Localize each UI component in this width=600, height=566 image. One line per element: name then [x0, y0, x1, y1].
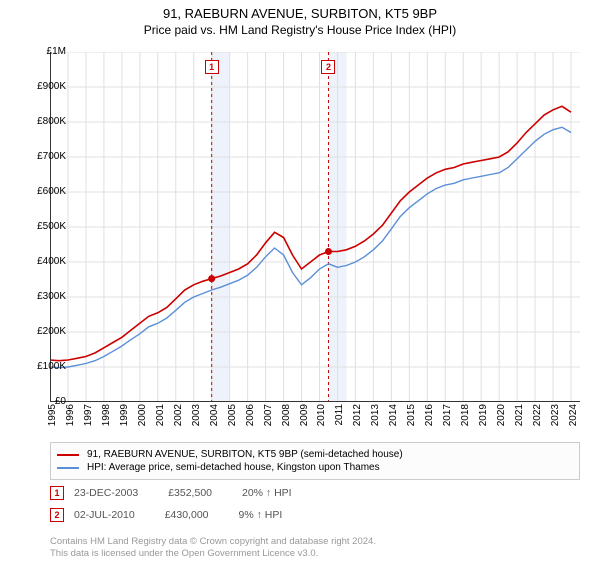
sale-price-1: £352,500	[168, 487, 212, 499]
x-tick-label: 1999	[119, 404, 130, 434]
x-tick-label: 2008	[281, 404, 292, 434]
x-tick-label: 2010	[316, 404, 327, 434]
sale-row-2: 2 02-JUL-2010 £430,000 9% ↑ HPI	[50, 508, 282, 522]
y-tick-label: £500K	[20, 221, 66, 232]
sale-price-2: £430,000	[165, 509, 209, 521]
x-tick-label: 2011	[334, 404, 345, 434]
sale-marker-1-icon: 1	[50, 486, 64, 500]
y-tick-label: £1M	[20, 46, 66, 57]
legend-box: 91, RAEBURN AVENUE, SURBITON, KT5 9BP (s…	[50, 442, 580, 480]
x-tick-label: 2013	[370, 404, 381, 434]
legend-label-price-paid: 91, RAEBURN AVENUE, SURBITON, KT5 9BP (s…	[87, 449, 403, 460]
x-tick-label: 2019	[478, 404, 489, 434]
legend-swatch-hpi	[57, 467, 79, 469]
sale-marker-1-flag: 1	[205, 60, 219, 74]
footer-line-1: Contains HM Land Registry data © Crown c…	[50, 536, 376, 548]
chart-container: 91, RAEBURN AVENUE, SURBITON, KT5 9BP Pr…	[0, 6, 600, 566]
x-tick-label: 2004	[209, 404, 220, 434]
footer-attribution: Contains HM Land Registry data © Crown c…	[50, 536, 376, 560]
legend-swatch-price-paid	[57, 454, 79, 456]
x-tick-label: 1996	[65, 404, 76, 434]
y-tick-label: £200K	[20, 326, 66, 337]
sale-pct-1: 20% ↑ HPI	[242, 487, 292, 499]
sale-marker-2-icon: 2	[50, 508, 64, 522]
x-tick-label: 1997	[83, 404, 94, 434]
x-tick-label: 2021	[514, 404, 525, 434]
x-tick-label: 1995	[47, 404, 58, 434]
x-tick-label: 2000	[137, 404, 148, 434]
y-tick-label: £900K	[20, 81, 66, 92]
x-tick-label: 2023	[550, 404, 561, 434]
x-tick-label: 2018	[460, 404, 471, 434]
x-tick-label: 1998	[101, 404, 112, 434]
y-tick-label: £600K	[20, 186, 66, 197]
sale-marker-2-flag: 2	[321, 60, 335, 74]
sale-pct-2: 9% ↑ HPI	[239, 509, 283, 521]
chart-plot-area	[50, 52, 580, 402]
x-tick-label: 2009	[299, 404, 310, 434]
x-tick-label: 2003	[191, 404, 202, 434]
sale-date-1: 23-DEC-2003	[74, 487, 138, 499]
x-tick-label: 2020	[496, 404, 507, 434]
sale-date-2: 02-JUL-2010	[74, 509, 135, 521]
x-tick-label: 2005	[227, 404, 238, 434]
x-tick-label: 2006	[245, 404, 256, 434]
y-tick-label: £0	[20, 396, 66, 407]
chart-subtitle: Price paid vs. HM Land Registry's House …	[0, 23, 600, 37]
y-tick-label: £100K	[20, 361, 66, 372]
footer-line-2: This data is licensed under the Open Gov…	[50, 548, 376, 560]
x-tick-label: 2001	[155, 404, 166, 434]
y-tick-label: £700K	[20, 151, 66, 162]
x-tick-label: 2015	[406, 404, 417, 434]
legend-row-hpi: HPI: Average price, semi-detached house,…	[57, 462, 573, 473]
x-tick-label: 2022	[532, 404, 543, 434]
y-tick-label: £300K	[20, 291, 66, 302]
x-tick-label: 2007	[263, 404, 274, 434]
x-tick-label: 2014	[388, 404, 399, 434]
x-tick-label: 2017	[442, 404, 453, 434]
chart-svg	[50, 52, 580, 402]
x-tick-label: 2024	[568, 404, 579, 434]
y-tick-label: £400K	[20, 256, 66, 267]
x-tick-label: 2016	[424, 404, 435, 434]
legend-row-price-paid: 91, RAEBURN AVENUE, SURBITON, KT5 9BP (s…	[57, 449, 573, 460]
sale-row-1: 1 23-DEC-2003 £352,500 20% ↑ HPI	[50, 486, 292, 500]
y-tick-label: £800K	[20, 116, 66, 127]
chart-title: 91, RAEBURN AVENUE, SURBITON, KT5 9BP	[0, 6, 600, 21]
x-tick-label: 2002	[173, 404, 184, 434]
legend-label-hpi: HPI: Average price, semi-detached house,…	[87, 462, 380, 473]
x-tick-label: 2012	[352, 404, 363, 434]
